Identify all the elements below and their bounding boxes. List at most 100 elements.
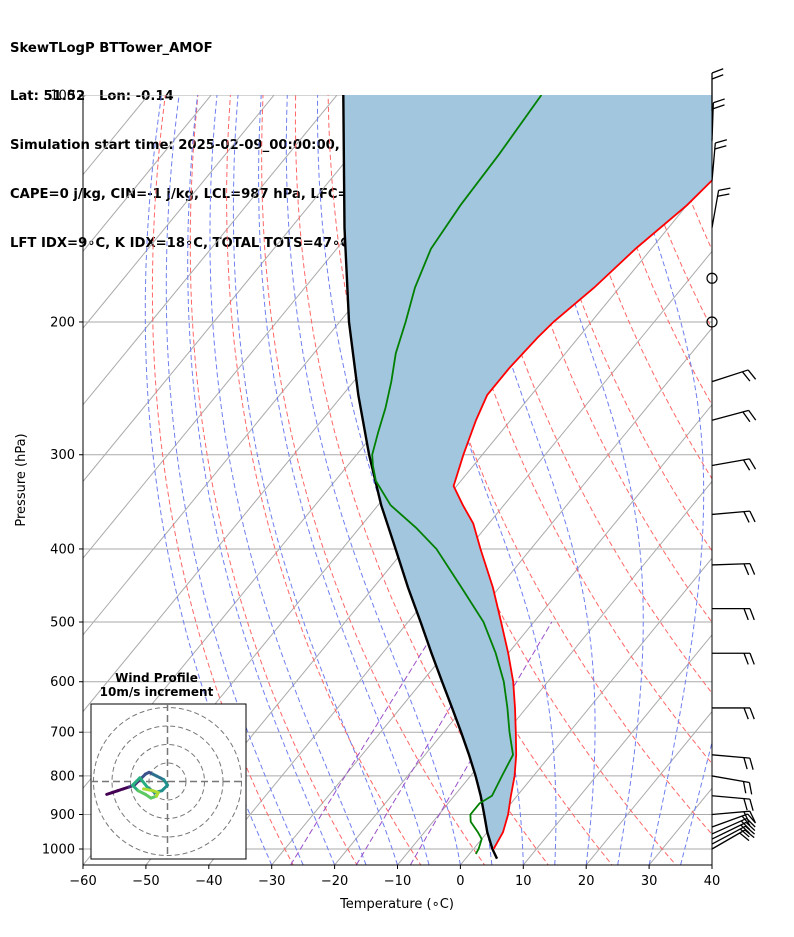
- wind-barb-feather: [749, 810, 756, 823]
- mixing-ratio-line: [290, 621, 442, 865]
- hodograph-segment: [131, 776, 142, 787]
- wind-barb-feather: [743, 811, 750, 823]
- y-tick-label: 1000: [42, 843, 75, 858]
- wind-barb: [712, 707, 755, 720]
- isotherm-line: [83, 95, 401, 483]
- wind-barb-feather: [749, 798, 754, 811]
- chart-title: SkewTLogP BTTower_AMOF: [10, 40, 213, 56]
- wind-barb-feather: [749, 757, 754, 770]
- wind-barb-staff: [711, 817, 747, 835]
- mixing-ratio-line: [409, 621, 553, 865]
- wind-barb: [711, 775, 753, 795]
- wind-barb-staff: [711, 562, 750, 566]
- isotherm-line: [208, 250, 712, 865]
- wind-barb: [711, 829, 755, 850]
- wind-barb-feather: [745, 821, 756, 832]
- wind-barb-feather: [740, 824, 750, 834]
- wind-barb: [711, 810, 756, 823]
- wind-barb: [712, 608, 755, 621]
- wind-barb-feather: [711, 74, 724, 80]
- y-axis-label: Pressure (hPa): [14, 433, 29, 526]
- dry-adiabat: [523, 95, 712, 552]
- wind-barb-feather: [739, 832, 750, 842]
- isotherm-line: [83, 95, 275, 329]
- y-tick-label: 300: [50, 448, 75, 463]
- moist-adiabat: [285, 95, 461, 865]
- y-tick-label: 600: [50, 675, 75, 690]
- x-tick-label: −50: [132, 874, 159, 889]
- wind-barb: [711, 795, 754, 811]
- wind-barbs: [706, 68, 757, 850]
- dry-adiabat: [457, 95, 712, 694]
- dry-adiabat: [294, 95, 549, 865]
- wind-barb-staff: [711, 143, 716, 181]
- x-tick-label: 30: [641, 874, 658, 889]
- moist-adiabat: [144, 95, 273, 865]
- wind-barb-staff: [711, 754, 750, 759]
- wind-barb-feather: [743, 653, 749, 665]
- wind-barb-feather: [744, 829, 755, 839]
- wind-barb: [712, 652, 755, 665]
- dry-adiabat: [719, 95, 794, 880]
- parcel-profile-line: [342, 95, 499, 860]
- x-tick-label: −40: [195, 874, 222, 889]
- wind-barb: [711, 98, 725, 141]
- wind-barb-staff: [711, 190, 720, 228]
- wind-barb-feather: [740, 820, 751, 830]
- cin-shading: [343, 95, 712, 859]
- dry-adiabat: [226, 95, 422, 865]
- dry-adiabat: [151, 95, 294, 865]
- dry-adiabat: [261, 95, 486, 865]
- dry-adiabat: [751, 95, 794, 880]
- wind-barb-staff: [711, 829, 746, 850]
- wind-barb-feather: [715, 139, 728, 144]
- isotherm-line: [585, 710, 712, 865]
- wind-barb-feather: [741, 371, 751, 382]
- wind-barb: [711, 409, 757, 423]
- wind-barb-staff: [711, 775, 750, 784]
- wind-barb-feather: [711, 68, 724, 74]
- y-tick-label: 900: [50, 808, 75, 823]
- x-tick-label: −10: [384, 874, 411, 889]
- y-tick-label: 800: [50, 769, 75, 784]
- wind-barb-staff: [711, 458, 750, 467]
- wind-barb-staff: [711, 821, 747, 840]
- isotherm-line: [522, 634, 712, 865]
- isotherm-line: [711, 864, 712, 865]
- wind-barb-feather: [749, 653, 755, 665]
- isotherm-line: [333, 403, 712, 865]
- hodograph-subtitle: 10m/s increment: [100, 685, 214, 699]
- x-tick-label: −20: [321, 874, 348, 889]
- dry-adiabat: [555, 95, 712, 480]
- isotherm-line: [459, 557, 712, 865]
- y-tick-label: 200: [50, 315, 75, 330]
- wind-barb-feather: [741, 815, 751, 826]
- wind-barb: [711, 821, 756, 840]
- wind-barb-feather: [712, 104, 725, 110]
- temperature-line: [452, 179, 712, 850]
- wind-barb-feather: [749, 563, 756, 575]
- moist-adiabat: [165, 95, 304, 865]
- wind-barb-feather: [742, 459, 751, 471]
- wind-barb-feather: [714, 145, 727, 150]
- wind-barb-feather: [742, 781, 747, 794]
- x-tick-label: 0: [456, 874, 464, 889]
- wind-barb-feather: [749, 608, 755, 621]
- dry-adiabat: [360, 95, 677, 865]
- wind-barb-staff: [711, 795, 750, 800]
- hodograph-segment: [142, 787, 155, 793]
- moist-adiabat: [209, 95, 367, 865]
- wind-barb-feather: [743, 511, 750, 523]
- wind-barb: [711, 510, 756, 523]
- wind-barb-feather: [743, 563, 750, 576]
- data-layer: [342, 95, 712, 860]
- wind-barb-staff: [711, 510, 750, 516]
- moist-adiabat: [451, 95, 596, 865]
- wind-barb-feather: [718, 187, 731, 191]
- wind-barb-staff: [711, 409, 749, 421]
- x-tick-label: 40: [704, 874, 721, 889]
- wind-barb: [711, 369, 757, 383]
- moist-adiabat: [521, 95, 644, 865]
- wind-barb-feather: [743, 757, 748, 770]
